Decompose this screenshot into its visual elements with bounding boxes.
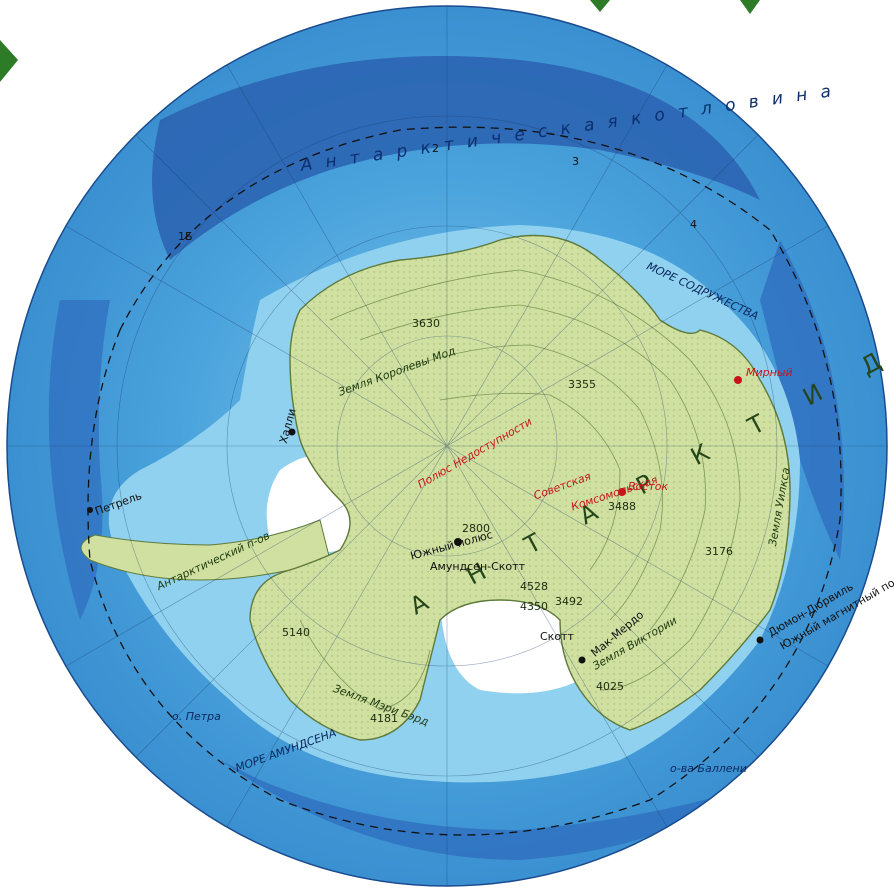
elevation-7: 3492 bbox=[555, 595, 583, 608]
elevation-11: 3176 bbox=[705, 545, 733, 558]
elevation-1: 3630 bbox=[412, 317, 440, 330]
elevation-5: 4528 bbox=[520, 580, 548, 593]
graticule bbox=[7, 6, 887, 886]
deep-basin-east bbox=[760, 240, 844, 560]
elevation-8: 5140 bbox=[282, 626, 310, 639]
south-pole-marker bbox=[454, 538, 462, 546]
peter-island-label: о. Петра bbox=[172, 710, 221, 723]
elevation-3: 2800 bbox=[462, 522, 490, 535]
vostok-marker bbox=[618, 488, 626, 496]
basin-number-3: 3 bbox=[572, 155, 579, 168]
elevation-9: 4181 bbox=[370, 712, 398, 725]
basin-number-2: 2 bbox=[432, 142, 439, 155]
antarctic-convergence-line bbox=[87, 126, 842, 836]
elevation-contours bbox=[299, 269, 741, 711]
deep-basin-south bbox=[220, 760, 740, 860]
petrel-marker bbox=[87, 507, 93, 513]
mirny-label: Мирный bbox=[746, 366, 793, 379]
corner-arrow-icon bbox=[0, 40, 18, 82]
mirny-marker bbox=[734, 376, 742, 384]
vostok-label: Восток bbox=[628, 480, 668, 493]
antarctic-peninsula bbox=[80, 519, 331, 581]
elevation-2: 3355 bbox=[568, 378, 596, 391]
basin-number-4: 4 bbox=[690, 218, 697, 231]
amundsen-scott-label: Амундсен-Скотт bbox=[430, 560, 526, 573]
deep-basin-north bbox=[152, 56, 760, 260]
map-border bbox=[6, 5, 888, 887]
scott-label: Скотт bbox=[540, 630, 574, 643]
halley-marker bbox=[288, 428, 296, 436]
bay-1b-label: 1Б bbox=[178, 230, 193, 243]
elevation-10: 4025 bbox=[596, 680, 624, 693]
landmass-stipple bbox=[250, 235, 790, 740]
balleny-islands-label: о-ва Баллени bbox=[670, 762, 747, 775]
dumont-marker bbox=[756, 636, 764, 644]
mcmurdo-marker bbox=[578, 656, 586, 664]
elevation-4: 3488 bbox=[608, 500, 636, 513]
top-green-mark bbox=[590, 0, 760, 14]
elevation-6: 4350 bbox=[520, 600, 548, 613]
